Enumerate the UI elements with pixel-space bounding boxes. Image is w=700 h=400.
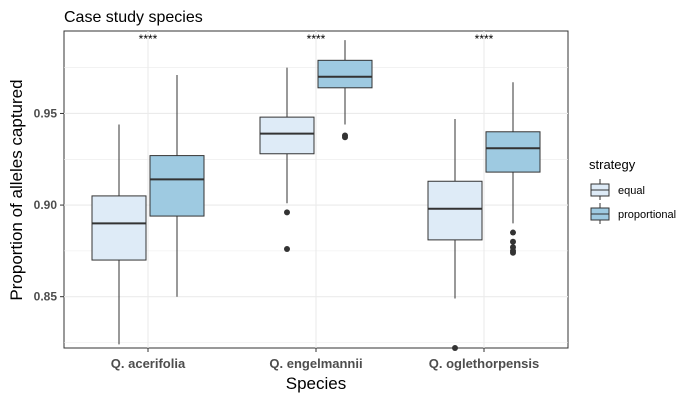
box-body — [427, 180, 483, 241]
x-axis: Q. acerifolia Q. engelmannii Q. oglethorpe… — [111, 348, 539, 371]
y-axis-title: Proportion of alleles captured — [7, 79, 26, 300]
legend-item-proportional: proportional — [590, 203, 676, 224]
outlier-point — [342, 134, 348, 141]
x-tick-label: Q. oglethorpensis — [429, 356, 540, 371]
outlier-point — [284, 209, 290, 216]
significance-label: **** — [307, 32, 326, 46]
legend-title: strategy — [589, 157, 636, 172]
y-tick-label: 0.90 — [34, 198, 58, 212]
y-axis: 0.85 0.90 0.95 — [34, 106, 64, 304]
box-body — [149, 155, 205, 217]
outlier-point — [510, 249, 516, 256]
box-proportional-0 — [149, 74, 205, 297]
outlier-point — [284, 246, 290, 253]
chart-title: Case study species — [64, 9, 203, 26]
grid-lines — [64, 31, 568, 348]
x-tick-label: Q. engelmannii — [269, 356, 362, 371]
box-proportional-2 — [485, 82, 541, 256]
x-axis-title: Species — [286, 374, 346, 393]
box-proportional-1 — [317, 40, 373, 141]
box-equal-0 — [91, 124, 147, 345]
legend-item-equal: equal — [590, 179, 645, 200]
box-body — [259, 116, 315, 155]
box-body — [91, 195, 147, 261]
legend: strategy equal proportional — [589, 157, 676, 224]
box-body — [485, 131, 541, 173]
outlier-point — [510, 229, 516, 236]
box-equal-1 — [259, 67, 315, 253]
legend-label: proportional — [618, 209, 676, 221]
box-equal-2 — [427, 118, 483, 351]
outlier-point — [510, 238, 516, 245]
significance-label: **** — [139, 32, 158, 46]
y-tick-label: 0.85 — [34, 290, 58, 304]
y-tick-label: 0.95 — [34, 106, 58, 120]
box-body — [317, 59, 373, 89]
significance-label: **** — [475, 32, 494, 46]
significance-layer: **** **** **** — [139, 32, 494, 46]
legend-label: equal — [618, 185, 645, 197]
box-layer — [91, 40, 541, 351]
x-tick-label: Q. acerifolia — [111, 356, 186, 371]
outlier-point — [452, 345, 458, 351]
